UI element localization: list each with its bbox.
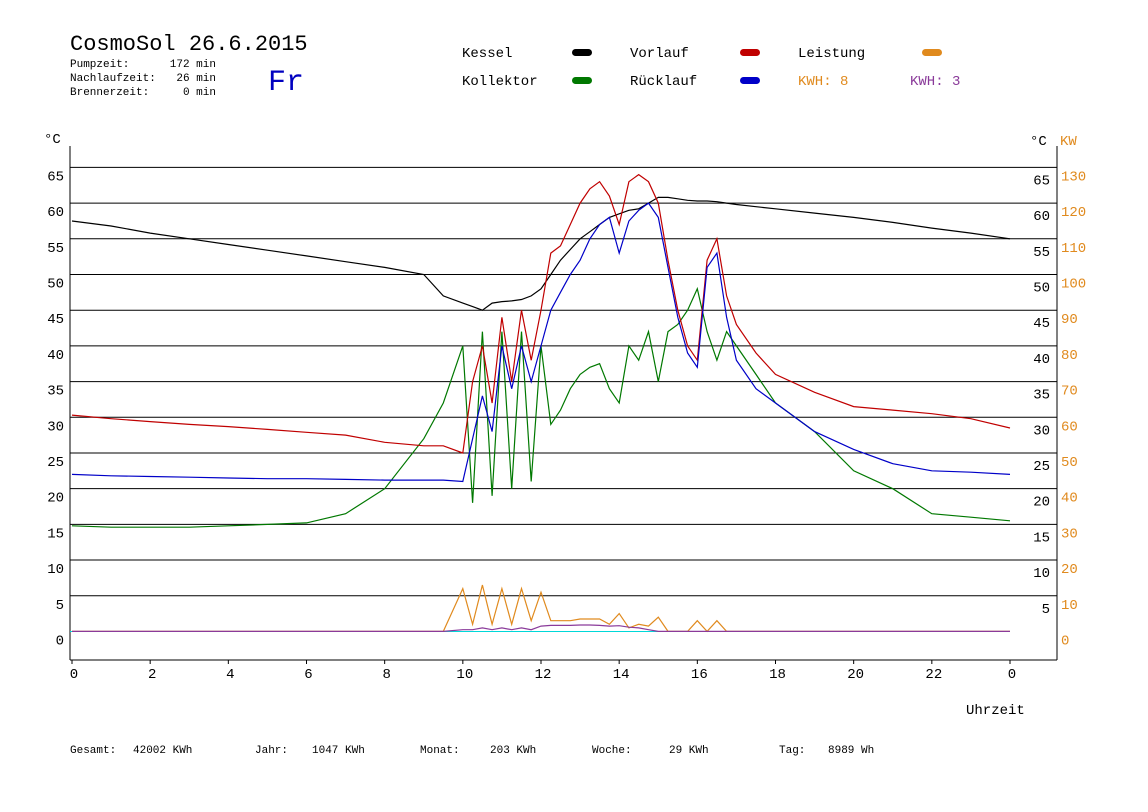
- y-tick-label-right: 20: [1033, 495, 1050, 511]
- footer-value: 29 KWh: [669, 745, 709, 757]
- x-tick-label: 20: [847, 667, 864, 683]
- y-tick-label-right: 60: [1033, 209, 1050, 225]
- legend-swatch: [572, 77, 592, 84]
- series-line: [71, 173, 1011, 454]
- legend-swatch: [922, 49, 942, 56]
- x-tick-label: 16: [691, 667, 708, 683]
- y-tick-label: 15: [47, 526, 64, 542]
- y-tick-label: 0: [56, 633, 64, 649]
- y-tick-label-right: 25: [1033, 459, 1050, 475]
- y-tick-label: 35: [47, 384, 64, 400]
- legend-swatch: [572, 49, 592, 56]
- footer-value: 203 KWh: [490, 745, 536, 757]
- y-tick-label: 55: [47, 241, 64, 257]
- y2-tick-label: 130: [1061, 169, 1086, 185]
- weekday: Fr: [268, 66, 304, 100]
- x-tick-label: 14: [613, 667, 630, 683]
- y-tick-label-right: 45: [1033, 316, 1050, 332]
- y2-tick-label: 90: [1061, 312, 1078, 328]
- series-line: [72, 584, 1010, 633]
- y2-tick-label: 100: [1061, 277, 1086, 293]
- chart-title: CosmoSol 26.6.2015: [70, 32, 308, 57]
- y-tick-label-right: 55: [1033, 245, 1050, 261]
- y2-tick-label: 0: [1061, 633, 1069, 649]
- legend-label: Vorlauf: [630, 46, 689, 62]
- x-tick-label: 12: [535, 667, 552, 683]
- x-tick-label: 2: [148, 667, 156, 683]
- series-line: [71, 286, 1011, 528]
- info-label: Nachlaufzeit:: [70, 73, 156, 85]
- y2-tick-label: 80: [1061, 348, 1078, 364]
- y-tick-label: 40: [47, 348, 64, 364]
- y2-tick-label: 60: [1061, 419, 1078, 435]
- y-tick-label: 30: [47, 419, 64, 435]
- y2-tick-label: 70: [1061, 384, 1078, 400]
- x-tick-label: 18: [769, 667, 786, 683]
- info-value: 0 min: [183, 87, 216, 99]
- footer-label: Woche:: [592, 745, 632, 757]
- y-axis-label: °C: [44, 132, 61, 148]
- y-tick-label: 20: [47, 491, 64, 507]
- y-tick-label: 10: [47, 562, 64, 578]
- y-tick-label-right: 65: [1033, 173, 1050, 189]
- x-tick-label: 8: [382, 667, 390, 683]
- series-line: [71, 202, 1011, 483]
- y-tick-label: 25: [47, 455, 64, 471]
- y-tick-label: 65: [47, 169, 64, 185]
- info-value: 26 min: [176, 73, 216, 85]
- footer-value: 8989 Wh: [828, 745, 874, 757]
- y-tick-label: 5: [56, 598, 64, 614]
- series-line: [72, 624, 1010, 632]
- footer-label: Tag:: [779, 745, 805, 757]
- legend-label: Leistung: [798, 46, 865, 62]
- y-tick-label-right: 15: [1033, 530, 1050, 546]
- footer-label: Gesamt:: [70, 745, 116, 757]
- y-tick-label-right: 5: [1042, 602, 1050, 618]
- footer-label: Monat:: [420, 745, 460, 757]
- legend-swatch: [740, 49, 760, 56]
- legend-swatch: [740, 77, 760, 84]
- y2-unit-label: °C: [1030, 134, 1047, 150]
- x-tick-label: 22: [925, 667, 942, 683]
- x-tick-label: 4: [226, 667, 234, 683]
- y-tick-label-right: 30: [1033, 423, 1050, 439]
- y2-tick-label: 110: [1061, 241, 1086, 257]
- legend-label: Rücklauf: [630, 74, 697, 90]
- y-tick-label: 45: [47, 312, 64, 328]
- x-tick-label: 0: [70, 667, 78, 683]
- info-label: Pumpzeit:: [70, 59, 129, 71]
- y2-tick-label: 20: [1061, 562, 1078, 578]
- info-label: Brennerzeit:: [70, 87, 149, 99]
- footer-value: 1047 KWh: [312, 745, 365, 757]
- y2-tick-label: 50: [1061, 455, 1078, 471]
- y2-tick-label: 40: [1061, 491, 1078, 507]
- footer-value: 42002 KWh: [133, 745, 192, 757]
- series-line: [71, 196, 1011, 311]
- y-tick-label-right: 40: [1033, 352, 1050, 368]
- y2-axis-label: KW: [1060, 134, 1077, 150]
- legend-label: Kessel: [462, 46, 512, 62]
- y-tick-label-right: 10: [1033, 566, 1050, 582]
- footer-label: Jahr:: [255, 745, 288, 757]
- y-tick-label-right: 50: [1033, 281, 1050, 297]
- y-tick-label-right: 35: [1033, 388, 1050, 404]
- y-tick-label: 60: [47, 205, 64, 221]
- y2-tick-label: 30: [1061, 526, 1078, 542]
- x-axis-label: Uhrzeit: [966, 703, 1025, 719]
- x-tick-label: 10: [456, 667, 473, 683]
- x-tick-label: 0: [1008, 667, 1016, 683]
- kwh-label: KWH: 3: [910, 74, 960, 90]
- y2-tick-label: 120: [1061, 205, 1086, 221]
- legend-label: Kollektor: [462, 74, 538, 90]
- info-value: 172 min: [170, 59, 216, 71]
- kwh-label: KWH: 8: [798, 74, 848, 90]
- x-tick-label: 6: [304, 667, 312, 683]
- y2-tick-label: 10: [1061, 598, 1078, 614]
- y-tick-label: 50: [47, 277, 64, 293]
